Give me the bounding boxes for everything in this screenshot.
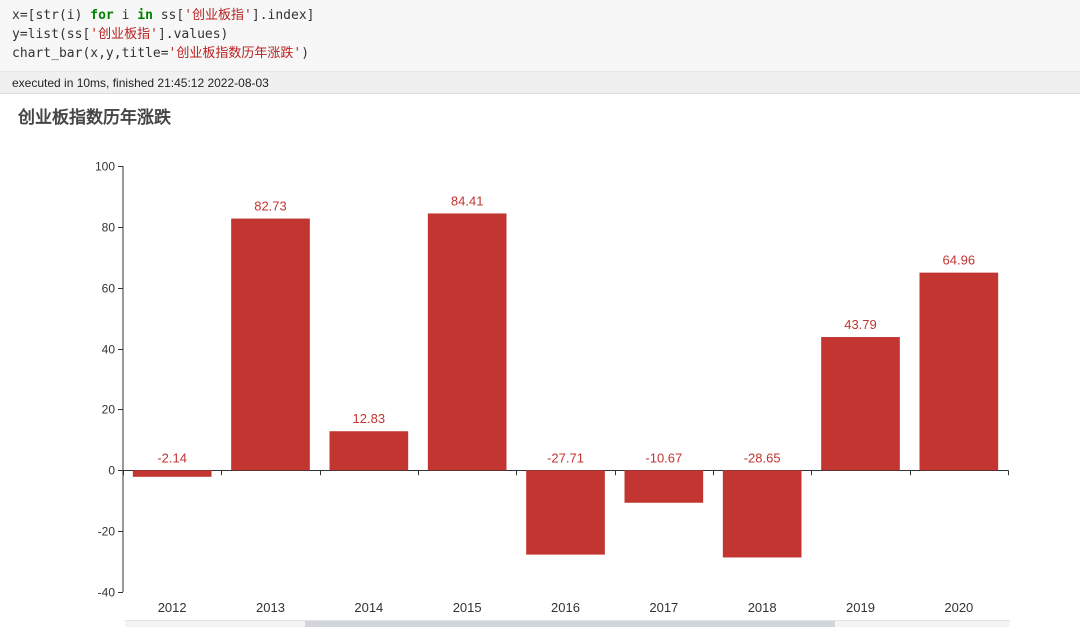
horizontal-scrollbar[interactable] — [125, 620, 1010, 627]
x-tick-label-2017: 2017 — [649, 600, 678, 615]
y-tick-label: 80 — [102, 221, 116, 235]
x-tick-label-2019: 2019 — [846, 600, 875, 615]
y-tick-label: 20 — [102, 403, 116, 417]
bar-2014 — [329, 431, 409, 471]
bar-2018 — [722, 470, 802, 558]
execution-status-bar: executed in 10ms, finished 21:45:12 2022… — [0, 72, 1080, 94]
data-label-2018: -28.65 — [744, 450, 781, 465]
execution-status-text: executed in 10ms, finished 21:45:12 2022… — [12, 76, 269, 90]
code-line-1: x=[str(i) for i in ss['创业板指'].index] — [12, 8, 315, 23]
x-tick-label-2018: 2018 — [748, 600, 777, 615]
bar-2015 — [427, 213, 507, 471]
data-label-2015: 84.41 — [451, 193, 484, 208]
y-tick-label: 40 — [102, 343, 116, 357]
data-label-2012: -2.14 — [157, 450, 187, 465]
y-tick-label: -20 — [98, 525, 116, 539]
bar-2012 — [132, 470, 212, 477]
data-label-2013: 82.73 — [254, 199, 287, 214]
scrollbar-thumb[interactable] — [305, 621, 835, 627]
data-label-2014: 12.83 — [353, 411, 386, 426]
bar-2017 — [624, 470, 704, 503]
code-line-2: y=list(ss['创业板指'].values) — [12, 27, 229, 42]
x-tick-label-2012: 2012 — [158, 600, 187, 615]
y-tick-label: 0 — [108, 464, 115, 478]
code-line-3: chart_bar(x,y,title='创业板指数历年涨跌') — [12, 46, 310, 61]
code-cell[interactable]: x=[str(i) for i in ss['创业板指'].index] y=l… — [0, 0, 1080, 72]
data-label-2017: -10.67 — [645, 450, 682, 465]
x-tick-label-2016: 2016 — [551, 600, 580, 615]
data-label-2020: 64.96 — [943, 253, 976, 268]
chart-title: 创业板指数历年涨跌 — [18, 108, 171, 128]
bar-2013 — [231, 218, 310, 471]
x-tick-label-2013: 2013 — [256, 600, 285, 615]
y-tick-label: 60 — [102, 282, 116, 296]
bar-2016 — [526, 470, 605, 555]
x-tick-label-2014: 2014 — [354, 600, 383, 615]
bar-2019 — [821, 337, 900, 471]
y-tick-label: -40 — [98, 586, 116, 600]
data-label-2016: -27.71 — [547, 450, 584, 465]
x-tick-label-2015: 2015 — [453, 600, 482, 615]
bar-2020 — [919, 272, 999, 471]
data-label-2019: 43.79 — [844, 317, 877, 332]
y-tick-label: 100 — [95, 160, 115, 174]
x-tick-label-2020: 2020 — [944, 600, 973, 615]
